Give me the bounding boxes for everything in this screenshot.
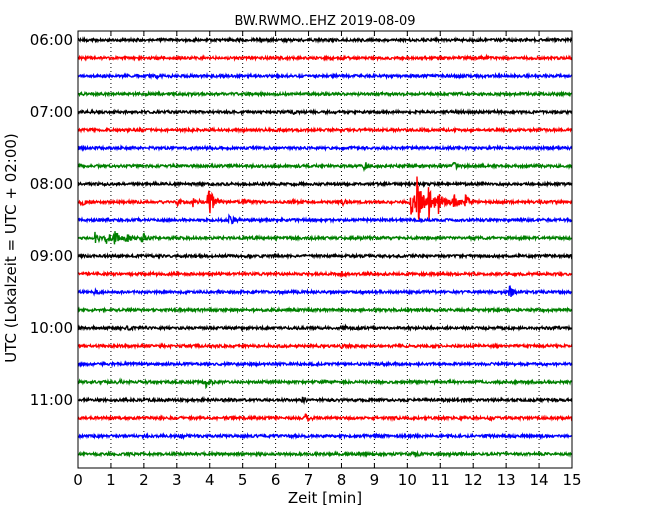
seismic-trace: [77, 176, 573, 221]
seismic-trace: [77, 395, 573, 406]
seismic-trace: [77, 270, 573, 279]
seismic-trace: [77, 285, 573, 298]
x-tick-label: 10: [398, 471, 417, 489]
seismic-trace: [77, 231, 573, 245]
seismic-trace: [77, 71, 573, 81]
seismic-trace: [77, 90, 573, 99]
grid-lines: [110, 31, 540, 468]
x-tick-label: 8: [337, 471, 347, 489]
seismic-trace: [77, 252, 573, 260]
seismic-trace: [77, 432, 573, 441]
x-tick-label: 15: [562, 471, 581, 489]
y-tick-label: 09:00: [30, 247, 73, 265]
seismic-trace: [77, 377, 573, 390]
x-tick-label: 0: [73, 471, 83, 489]
seismic-trace: [77, 35, 573, 44]
seismic-trace: [77, 341, 573, 350]
x-tick-label: 13: [497, 471, 516, 489]
seismic-trace: [77, 213, 573, 225]
seismic-trace: [77, 144, 573, 152]
x-tick-label: 9: [370, 471, 380, 489]
seismic-trace: [77, 449, 573, 458]
seismic-trace: [77, 413, 573, 423]
seismic-trace: [77, 323, 573, 332]
plot-frame: [77, 30, 573, 469]
x-tick-label: 3: [172, 471, 182, 489]
chart-title: BW.RWMO..EHZ 2019-08-09: [234, 14, 415, 29]
y-tick-label: 11:00: [30, 391, 73, 409]
x-tick-label: 14: [530, 471, 549, 489]
y-tick-label: 10:00: [30, 319, 73, 337]
x-axis-label: Zeit [min]: [288, 489, 362, 507]
traces: [77, 35, 573, 458]
axis-ticks: 0 1 2 3 4 5 6 7 8 9 10 11 12 13 14 1506:0007:0008:0009:…: [30, 31, 582, 489]
y-axis-label: UTC (Lokalzeit = UTC + 02:00): [2, 133, 20, 363]
seismic-trace: [77, 53, 573, 62]
y-tick-label: 08:00: [30, 175, 73, 193]
x-tick-label: 7: [304, 471, 314, 489]
x-tick-label: 11: [431, 471, 450, 489]
seismic-trace: [77, 161, 573, 173]
x-tick-label: 5: [238, 471, 248, 489]
y-tick-label: 07:00: [30, 103, 73, 121]
seismic-trace: [77, 126, 573, 134]
seismic-trace: [77, 180, 573, 189]
y-tick-label: 06:00: [30, 31, 73, 49]
seismic-trace: [77, 360, 573, 369]
x-tick-label: 2: [139, 471, 149, 489]
seismic-trace: [77, 108, 573, 116]
x-tick-label: 4: [205, 471, 215, 489]
x-tick-label: 12: [464, 471, 483, 489]
x-tick-label: 1: [106, 471, 116, 489]
seismic-trace: [77, 306, 573, 315]
x-tick-label: 6: [271, 471, 281, 489]
